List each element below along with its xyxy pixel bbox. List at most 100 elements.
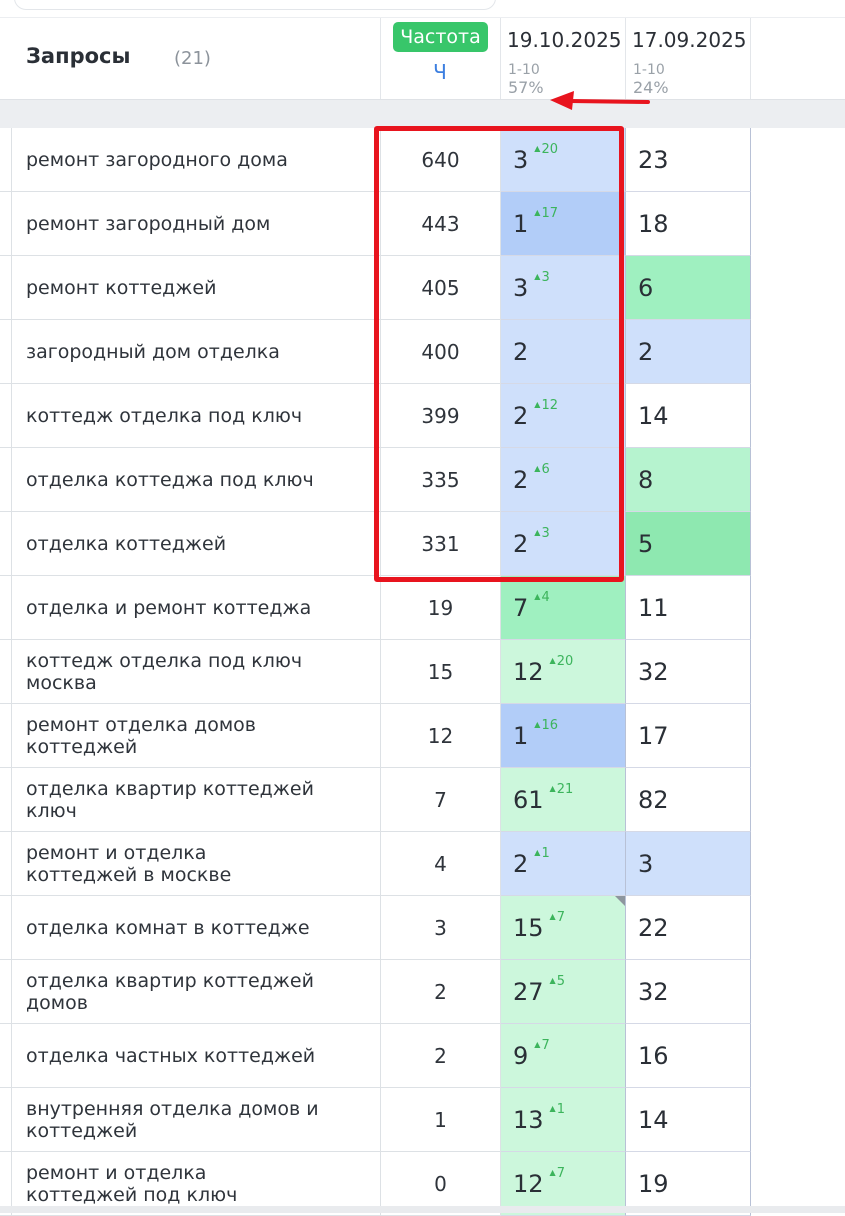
query-text[interactable]: ремонт отделка домов коттеджей — [12, 704, 381, 768]
row-checkbox-cell[interactable] — [0, 256, 12, 320]
row-checkbox-cell[interactable] — [0, 448, 12, 512]
row-checkbox-cell[interactable] — [0, 128, 12, 192]
query-text[interactable]: отделка частных коттеджей — [12, 1024, 381, 1088]
date-column-header-1[interactable]: 19.10.2025 — [507, 28, 622, 52]
query-text[interactable]: ремонт коттеджей — [12, 256, 381, 320]
position-delta: ▲3 — [534, 270, 549, 285]
position-delta: ▲7 — [550, 1166, 565, 1181]
frequency-value: 331 — [381, 512, 501, 576]
table-row: загородный дом отделка 400 2 2 — [0, 320, 845, 384]
position-cell-previous: 32 — [626, 960, 751, 1024]
query-text[interactable]: загородный дом отделка — [12, 320, 381, 384]
queries-table: ремонт загородного дома 640 3 ▲20 23 ремо… — [0, 128, 845, 1216]
horizontal-scrollbar[interactable] — [0, 1206, 845, 1213]
position-value: 5 — [638, 529, 654, 558]
up-triangle-icon: ▲ — [549, 656, 556, 665]
table-row: отделка квартир коттеджей домов 2 27 ▲5 3… — [0, 960, 845, 1024]
position-delta: ▲16 — [534, 718, 558, 733]
position-value: 11 — [638, 593, 669, 622]
up-triangle-icon: ▲ — [549, 1168, 556, 1177]
position-value: 8 — [638, 465, 654, 494]
comment-corner-icon[interactable] — [615, 896, 625, 906]
query-text[interactable]: отделка коттеджей — [12, 512, 381, 576]
delta-value: 3 — [541, 270, 550, 285]
position-value: 32 — [638, 657, 669, 686]
query-text[interactable]: отделка коттеджа под ключ — [12, 448, 381, 512]
position-value: 14 — [638, 401, 669, 430]
search-box-edge[interactable] — [14, 0, 496, 10]
row-checkbox-cell[interactable] — [0, 896, 12, 960]
position-cell-current: 2 ▲1 — [501, 832, 626, 896]
query-text[interactable]: ремонт загородного дома — [12, 128, 381, 192]
date-percent-2: 24% — [633, 78, 669, 97]
query-text[interactable]: отделка комнат в коттедже — [12, 896, 381, 960]
query-text[interactable]: отделка квартир коттеджей домов — [12, 960, 381, 1024]
position-cell-current: 9 ▲7 — [501, 1024, 626, 1088]
position-cell-previous: 17 — [626, 704, 751, 768]
row-checkbox-cell[interactable] — [0, 320, 12, 384]
up-triangle-icon: ▲ — [549, 976, 556, 985]
position-cell-current: 15 ▲7 — [501, 896, 626, 960]
position-value: 16 — [638, 1041, 669, 1070]
query-text[interactable]: ремонт и отделка коттеджей в москве — [12, 832, 381, 896]
delta-value: 1 — [556, 1102, 565, 1117]
header-divider — [625, 18, 626, 100]
row-checkbox-cell[interactable] — [0, 768, 12, 832]
date-column-header-2[interactable]: 17.09.2025 — [632, 28, 747, 52]
query-text[interactable]: коттедж отделка под ключ — [12, 384, 381, 448]
position-delta: ▲7 — [550, 910, 565, 925]
position-cell-current: 7 ▲4 — [501, 576, 626, 640]
frequency-value: 400 — [381, 320, 501, 384]
position-value: 22 — [638, 913, 669, 942]
frequency-value: 7 — [381, 768, 501, 832]
frequency-value: 2 — [381, 960, 501, 1024]
position-delta: ▲20 — [534, 142, 558, 157]
row-checkbox-cell[interactable] — [0, 704, 12, 768]
position-value: 23 — [638, 145, 669, 174]
table-row: ремонт загородного дома 640 3 ▲20 23 — [0, 128, 845, 192]
table-row: ремонт коттеджей 405 3 ▲3 6 — [0, 256, 845, 320]
row-checkbox-cell[interactable] — [0, 384, 12, 448]
row-checkbox-cell[interactable] — [0, 576, 12, 640]
position-cell-current: 1 ▲16 — [501, 704, 626, 768]
row-checkbox-cell[interactable] — [0, 512, 12, 576]
query-text[interactable]: коттедж отделка под ключ москва — [12, 640, 381, 704]
position-delta: ▲4 — [534, 590, 549, 605]
position-cell-current: 3 ▲3 — [501, 256, 626, 320]
query-text[interactable]: отделка и ремонт коттеджа — [12, 576, 381, 640]
delta-value: 7 — [541, 1038, 550, 1053]
row-checkbox-cell[interactable] — [0, 192, 12, 256]
position-cell-current: 2 ▲3 — [501, 512, 626, 576]
row-checkbox-cell[interactable] — [0, 1024, 12, 1088]
up-triangle-icon: ▲ — [534, 592, 541, 601]
query-text[interactable]: внутренняя отделка домов и коттеджей — [12, 1088, 381, 1152]
query-text[interactable]: ремонт загородный дом — [12, 192, 381, 256]
delta-value: 20 — [556, 654, 574, 669]
row-checkbox-cell[interactable] — [0, 832, 12, 896]
position-delta: ▲20 — [550, 654, 574, 669]
row-checkbox-cell[interactable] — [0, 1088, 12, 1152]
queries-title: Запросы — [26, 44, 131, 68]
up-triangle-icon: ▲ — [549, 1104, 556, 1113]
position-value: 2 — [513, 529, 529, 558]
row-checkbox-cell[interactable] — [0, 960, 12, 1024]
query-text[interactable]: отделка квартир коттеджей ключ — [12, 768, 381, 832]
queries-count: (21) — [174, 48, 211, 69]
up-triangle-icon: ▲ — [534, 1040, 541, 1049]
position-cell-current: 2 ▲12 — [501, 384, 626, 448]
position-cell-current: 27 ▲5 — [501, 960, 626, 1024]
header-divider — [380, 18, 381, 100]
frequency-value: 3 — [381, 896, 501, 960]
table-row: ремонт и отделка коттеджей в москве 4 2 ▲… — [0, 832, 845, 896]
row-checkbox-cell[interactable] — [0, 640, 12, 704]
delta-value: 7 — [556, 1166, 565, 1181]
position-value: 18 — [638, 209, 669, 238]
query-text[interactable]: ремонт и отделка коттеджей под ключ — [12, 1152, 381, 1216]
position-cell-previous: 11 — [626, 576, 751, 640]
frequency-type-link[interactable]: Ч — [433, 60, 447, 84]
frequency-header-button[interactable]: Частота — [393, 22, 488, 52]
position-delta: ▲17 — [534, 206, 558, 221]
position-value: 6 — [638, 273, 654, 302]
position-cell-previous: 16 — [626, 1024, 751, 1088]
frequency-value: 1 — [381, 1088, 501, 1152]
